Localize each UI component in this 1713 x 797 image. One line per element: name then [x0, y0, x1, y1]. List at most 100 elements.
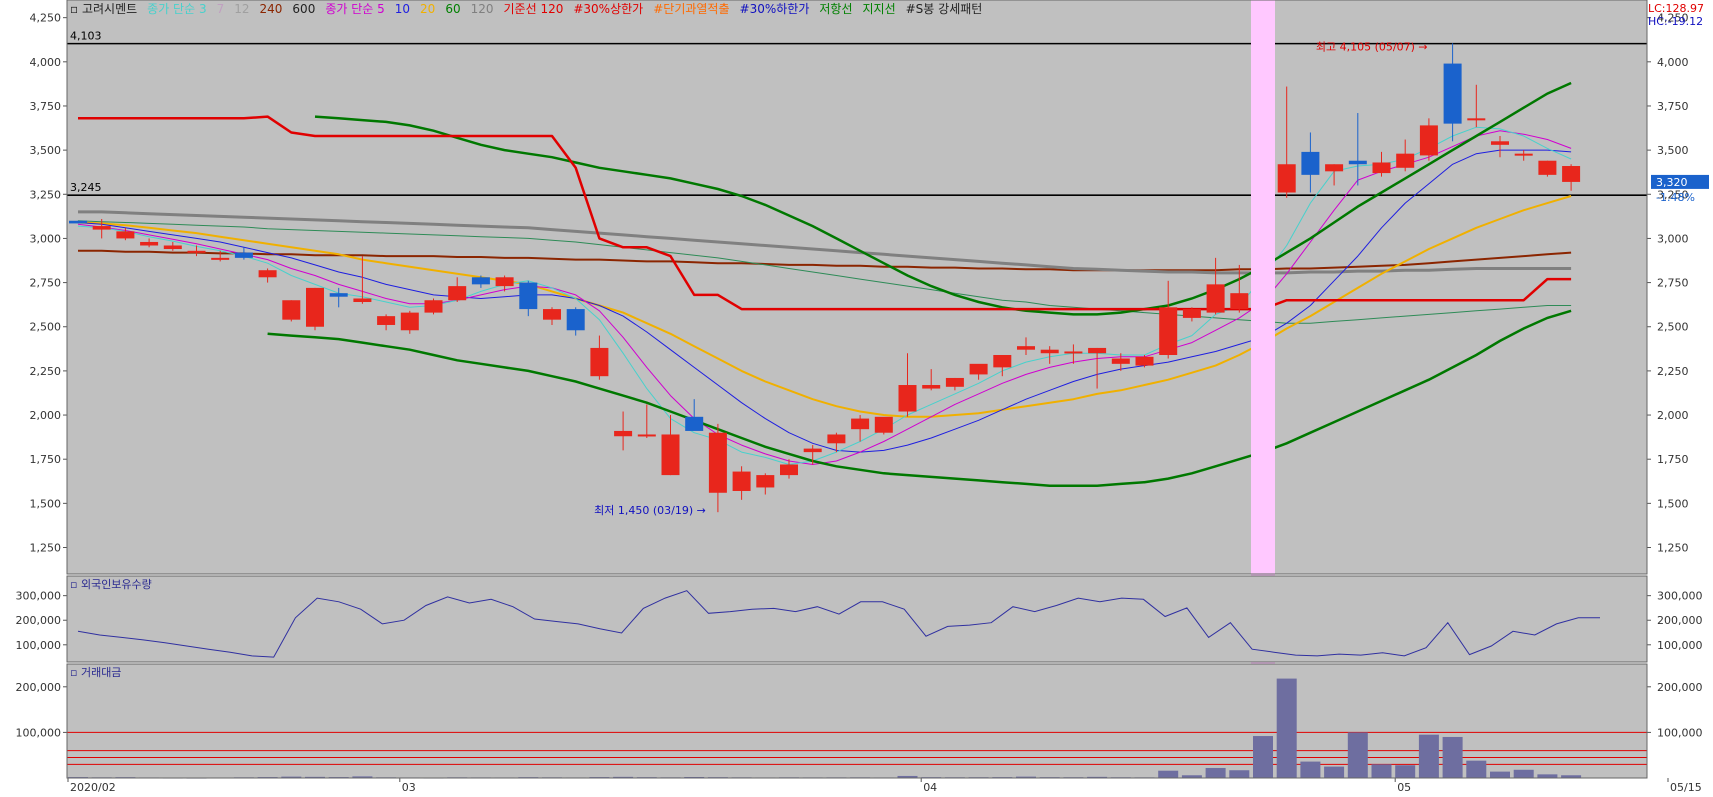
price-tick-label-left: 3,500 — [30, 144, 62, 157]
volume-tick-label-left: 200,000 — [16, 681, 62, 694]
candle-body — [1277, 164, 1296, 193]
volume-tick-label-left: 100,000 — [16, 726, 62, 739]
trading-value-bar — [281, 776, 302, 778]
foreign-tick-label-left: 100,000 — [16, 639, 62, 652]
candle-body — [211, 257, 230, 260]
price-tick-label-right: 3,750 — [1657, 100, 1689, 113]
candle-body — [614, 430, 633, 437]
candle-body — [377, 316, 396, 325]
trading-value-bar — [305, 776, 325, 778]
candle-body — [1182, 309, 1201, 318]
price-tick-label-right: 3,250 — [1657, 188, 1689, 201]
price-tick-label-right: 2,250 — [1657, 365, 1689, 378]
x-tick-label: 05/15 — [1670, 781, 1702, 794]
foreign-panel-title: ▫ 외국인보유수량 — [70, 578, 152, 591]
candle-body — [898, 385, 917, 412]
price-tick-label-right: 4,000 — [1657, 56, 1689, 69]
legend-item: #S봉 강세패턴 — [906, 2, 983, 16]
candle-body — [1040, 349, 1059, 354]
legend-item: #30%하한가 — [740, 2, 810, 16]
legend-item: 120 — [471, 2, 494, 16]
x-tick-label: 2020/02 — [70, 781, 116, 794]
trading-value-panel[interactable]: 100,000 100,000 200,000 200,000 2020/02 03 04 0… — [16, 664, 1703, 794]
price-tick-label-right: 4,250 — [1657, 12, 1689, 25]
legend-item: ▫ 고려시멘트 — [70, 2, 137, 16]
price-tick-label-left: 1,250 — [30, 542, 62, 555]
trading-value-bar — [1418, 734, 1439, 778]
price-tick-label-left: 1,500 — [30, 497, 62, 510]
price-tick-label-right: 1,500 — [1657, 497, 1689, 510]
candle-body — [566, 309, 585, 331]
foreign-tick-label-right: 300,000 — [1657, 590, 1703, 603]
candle-body — [1064, 351, 1083, 354]
legend-item: 종가 단순 3 — [147, 2, 206, 16]
ma240-line — [78, 249, 1572, 272]
candle-body — [163, 245, 182, 250]
trading-value-bar — [1324, 766, 1345, 778]
legend-item: 7 — [217, 2, 225, 16]
legend-item: 12 — [234, 2, 249, 16]
candle-body — [495, 277, 514, 287]
trading-value-bar — [1513, 769, 1534, 778]
trading-value-bar — [1300, 761, 1321, 778]
foreign-tick-label-right: 200,000 — [1657, 614, 1703, 627]
legend-item: 600 — [292, 2, 315, 16]
candle-body — [1562, 166, 1581, 182]
candle-body — [448, 286, 467, 301]
price-tick-label-left: 3,000 — [30, 232, 62, 245]
trading-value-bar — [1016, 776, 1036, 778]
price-tick-label-left: 4,250 — [30, 12, 62, 25]
candle-body — [1443, 63, 1462, 124]
foreign-holdings-panel[interactable]: 100,000 100,000 200,000 200,000 300,000 300,0… — [16, 576, 1703, 662]
volume-tick-label-right: 200,000 — [1657, 681, 1703, 694]
price-tick-label-right: 2,500 — [1657, 321, 1689, 334]
candle-body — [187, 250, 206, 253]
candle-body — [471, 277, 490, 285]
price-tick-label-right: 2,000 — [1657, 409, 1689, 422]
foreign-tick-label-right: 100,000 — [1657, 639, 1703, 652]
foreign-tick-label-left: 300,000 — [16, 590, 62, 603]
price-panel[interactable]: 1,250 1,250 1,500 1,500 1,750 1,750 2,000 2,000… — [30, 0, 1689, 574]
legend-item: #단기과열적출 — [653, 2, 729, 16]
candle-body — [732, 471, 751, 491]
legend-item: 지지선 — [863, 2, 896, 16]
candle-body — [1514, 153, 1533, 156]
trading-value-bar — [1158, 770, 1179, 778]
candle-body — [69, 220, 87, 224]
price-tick-label-left: 2,500 — [30, 321, 62, 334]
volume-panel-border — [66, 663, 1648, 779]
price-tick-label-left: 3,750 — [30, 100, 62, 113]
legend-item: 저항선 — [819, 2, 852, 16]
price-level-label: 4,103 — [70, 30, 102, 43]
candle-body — [116, 231, 135, 239]
price-plot-area — [67, 0, 1647, 574]
candle-body — [756, 475, 775, 488]
trading-value-bar — [897, 775, 918, 778]
trading-value-bar — [1537, 774, 1558, 778]
legend-item: 20 — [420, 2, 435, 16]
candle-body — [1325, 164, 1344, 172]
candle-body — [282, 300, 301, 320]
indicator-legend: ▫ 고려시멘트 종가 단순 3 7 12 240 600 종가 단순 5 10 20 60 120 기… — [70, 2, 982, 16]
hc-readout: HC:-19.12 — [1648, 15, 1703, 28]
price-tick-label-left: 2,750 — [30, 277, 62, 290]
legend-item: 10 — [395, 2, 410, 16]
last-price-box — [1651, 174, 1709, 189]
candle-body — [1135, 356, 1154, 366]
candle-body — [874, 416, 893, 433]
price-tick-label-right: 3,000 — [1657, 232, 1689, 245]
kijun-120-line — [78, 115, 1572, 311]
trading-value-bar — [1561, 775, 1582, 778]
candle-body — [708, 432, 727, 493]
candle-body — [851, 418, 870, 430]
candle-body — [803, 448, 822, 453]
trading-value-bar — [1253, 736, 1273, 778]
trading-value-bar — [1466, 760, 1487, 778]
candle-body — [543, 309, 561, 320]
price-tick-label-left: 2,000 — [30, 409, 62, 422]
last-change-label: -1.48% — [1656, 191, 1695, 204]
trading-value-bar — [1087, 776, 1108, 778]
candle-body — [1467, 118, 1486, 121]
trading-value-bar — [1181, 775, 1202, 778]
